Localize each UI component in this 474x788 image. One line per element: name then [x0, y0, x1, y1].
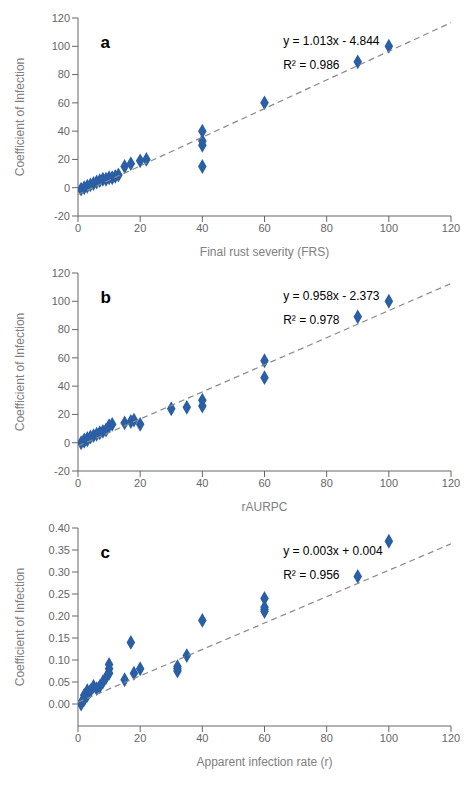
html-text:R² = 0.986: R² = 0.986 [283, 57, 340, 72]
svg-text:120: 120 [442, 732, 460, 744]
svg-text:80: 80 [321, 732, 333, 744]
svg-text:40: 40 [196, 477, 208, 489]
svg-text:0.35: 0.35 [49, 544, 70, 556]
svg-text:120: 120 [52, 12, 70, 24]
svg-text:0: 0 [64, 182, 70, 194]
svg-text:100: 100 [52, 295, 70, 307]
svg-text:20: 20 [58, 153, 70, 165]
svg-text:0.00: 0.00 [49, 698, 70, 710]
svg-text:0.20: 0.20 [49, 610, 70, 622]
svg-text:0.30: 0.30 [49, 566, 70, 578]
svg-text:40: 40 [58, 380, 70, 392]
svg-text:80: 80 [58, 68, 70, 80]
html-text:a: a [100, 32, 110, 52]
html-text:y = 0.003x + 0.004: y = 0.003x + 0.004 [283, 543, 383, 558]
svg-text:0: 0 [75, 477, 81, 489]
svg-text:20: 20 [134, 477, 146, 489]
html-text:R² = 0.978: R² = 0.978 [283, 312, 340, 327]
svg-text:40: 40 [196, 732, 208, 744]
svg-text:100: 100 [380, 732, 398, 744]
svg-text:Coefficient of Infection: Coefficient of Infection [13, 568, 27, 687]
html-text:y = 0.958x - 2.373: y = 0.958x - 2.373 [283, 288, 380, 303]
svg-text:0: 0 [75, 732, 81, 744]
svg-text:20: 20 [58, 408, 70, 420]
svg-text:Final rust severity (FRS): Final rust severity (FRS) [200, 245, 329, 259]
svg-text:Coefficient of Infection: Coefficient of Infection [13, 58, 27, 177]
svg-text:0: 0 [64, 437, 70, 449]
svg-text:80: 80 [321, 222, 333, 234]
svg-text:-20: -20 [54, 210, 70, 222]
svg-text:100: 100 [380, 477, 398, 489]
svg-text:0.10: 0.10 [49, 654, 70, 666]
svg-text:20: 20 [134, 222, 146, 234]
svg-text:60: 60 [258, 732, 270, 744]
html-text:y = 1.013x - 4.844: y = 1.013x - 4.844 [283, 33, 380, 48]
svg-text:60: 60 [258, 477, 270, 489]
svg-text:20: 20 [134, 732, 146, 744]
svg-text:60: 60 [58, 97, 70, 109]
svg-text:Apparent infection rate (r): Apparent infection rate (r) [196, 755, 332, 769]
html-text:b: b [100, 287, 111, 307]
svg-text:60: 60 [58, 352, 70, 364]
svg-text:80: 80 [58, 323, 70, 335]
svg-text:80: 80 [321, 477, 333, 489]
svg-text:0.25: 0.25 [49, 588, 70, 600]
svg-text:40: 40 [196, 222, 208, 234]
svg-text:120: 120 [442, 222, 460, 234]
html-text:c: c [100, 542, 110, 562]
svg-text:0.15: 0.15 [49, 632, 70, 644]
svg-text:0: 0 [75, 222, 81, 234]
svg-text:100: 100 [52, 40, 70, 52]
svg-text:0.05: 0.05 [49, 676, 70, 688]
svg-text:-20: -20 [54, 465, 70, 477]
svg-text:120: 120 [52, 267, 70, 279]
svg-text:60: 60 [258, 222, 270, 234]
html-text:R² = 0.956: R² = 0.956 [283, 567, 340, 582]
svg-text:40: 40 [58, 125, 70, 137]
svg-text:100: 100 [380, 222, 398, 234]
svg-text:120: 120 [442, 477, 460, 489]
svg-text:rAURPC: rAURPC [241, 500, 287, 514]
svg-text:Coefficient of Infection: Coefficient of Infection [13, 313, 27, 432]
svg-text:0.40: 0.40 [49, 522, 70, 534]
